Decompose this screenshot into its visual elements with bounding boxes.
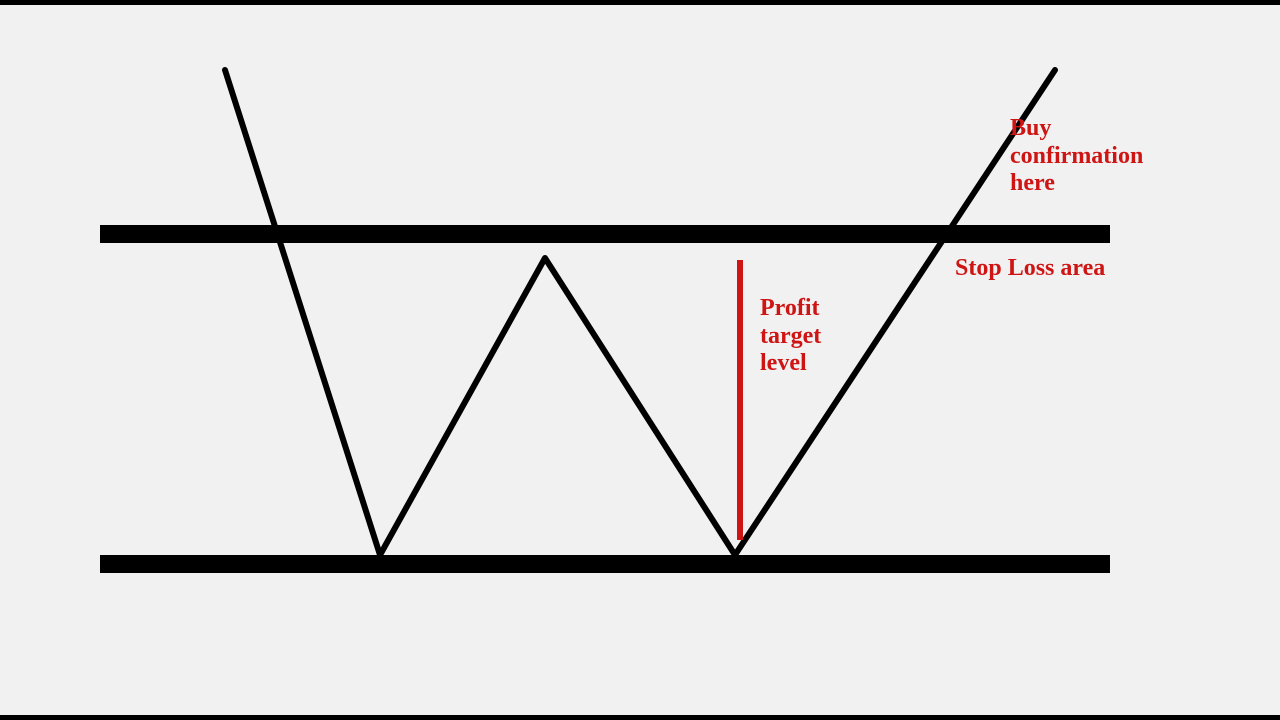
buy-confirmation-label: Buy confirmation here [1010, 115, 1143, 198]
resistance-bar [100, 225, 1110, 243]
support-bar [100, 555, 1110, 573]
stop-loss-label: Stop Loss area [955, 255, 1105, 283]
profit-target-label: Profit target level [760, 295, 821, 378]
diagram-stage: Buy confirmation here Stop Loss area Pro… [0, 0, 1280, 720]
double-bottom-diagram [0, 0, 1280, 720]
